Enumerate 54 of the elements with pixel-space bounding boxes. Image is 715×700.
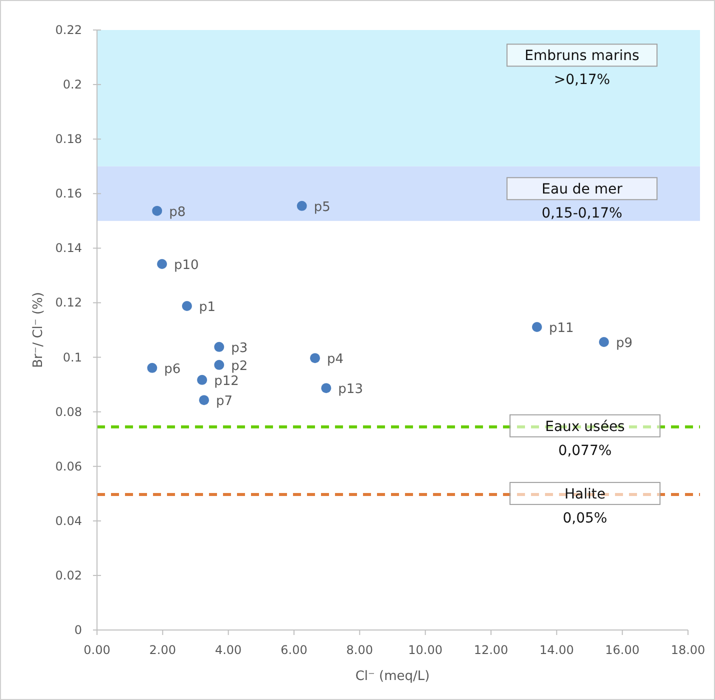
x-axis-title: Cl⁻ (meq/L): [355, 669, 430, 684]
y-axis-title: Br⁻/ Cl⁻ (%): [31, 292, 46, 368]
annotation: p9: [616, 336, 632, 351]
point: [296, 200, 307, 211]
point: [321, 383, 332, 394]
y-tick-label: 0.1: [62, 350, 82, 364]
x-tick-label: 4.00: [214, 643, 242, 657]
annotation: p12: [214, 374, 239, 389]
point: [214, 342, 224, 352]
annotation: p4: [327, 352, 344, 368]
y-tick-label: 0.08: [55, 404, 82, 419]
y-tick-label: 0.04: [55, 514, 82, 528]
y-tick-label: 0.18: [55, 132, 82, 146]
ref-line-label: Eaux usées 0,077%: [545, 418, 625, 459]
y-tick-label: 0.2: [62, 78, 82, 92]
annotation: p2: [231, 358, 248, 374]
y-tick-label: 0: [74, 623, 82, 637]
x-tick-label: 6.00: [280, 643, 308, 657]
x-tick-label: 2.00: [149, 643, 176, 657]
y-tick-label: 0.22: [55, 23, 82, 37]
x-tick-label: 14.00: [539, 643, 574, 657]
annotation: p11: [548, 321, 574, 336]
annotation: p7: [216, 394, 233, 410]
ref-line-label: Halite 0,05%: [562, 486, 608, 526]
point: [157, 259, 168, 269]
annotation: p3: [231, 340, 248, 356]
x-tick-label: 10.00: [408, 643, 443, 657]
point: [310, 353, 320, 364]
point: [197, 374, 208, 385]
y-tick-label: 0.16: [55, 186, 82, 201]
point: [214, 360, 224, 370]
annotation: p10: [174, 258, 199, 273]
y-tick-label: 0.14: [55, 241, 82, 256]
x-tick-label: 8.00: [346, 643, 374, 657]
x-tick-label: 0.00: [84, 643, 110, 657]
annotation: p8: [169, 204, 186, 220]
annotation: p13: [338, 382, 363, 398]
x-tick-label: 18.00: [670, 643, 706, 657]
band-label: Embruns marins >0,17%: [524, 48, 640, 88]
band-label: Eau de mer 0,15-0,17%: [542, 182, 623, 222]
point: [532, 322, 542, 332]
annotation: p1: [198, 300, 216, 315]
y-tick-label: 0.06: [55, 459, 82, 474]
annotation: p5: [314, 200, 330, 215]
x-tick-label: 12.00: [474, 643, 508, 657]
point: [182, 301, 192, 311]
annotation: p6: [164, 362, 181, 377]
point: [598, 337, 609, 347]
x-tick-label: 16.00: [605, 643, 640, 657]
y-tick-label: 0.12: [55, 296, 82, 310]
point: [152, 206, 162, 216]
point: [147, 362, 158, 373]
y-tick-label: 0.02: [55, 568, 82, 582]
point: [199, 395, 210, 406]
